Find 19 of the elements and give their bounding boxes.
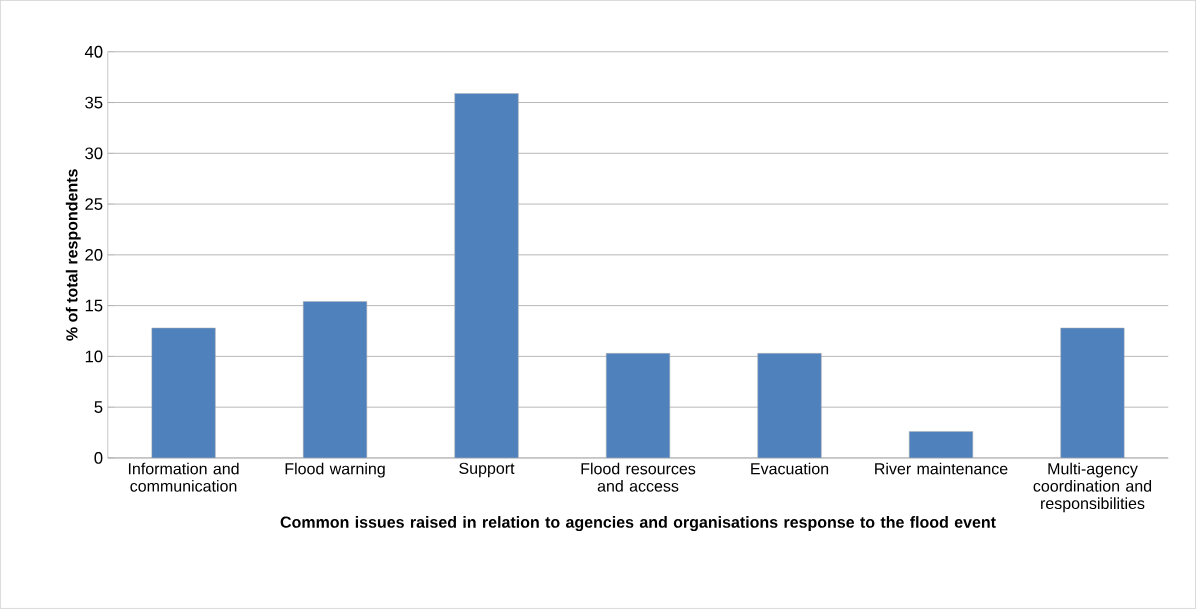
x-tick-label: River maintenance [875,462,1008,475]
y-tick-label: 15 [85,299,103,312]
y-axis-title: % of total respondents [65,169,81,341]
x-tick-label: Evacuation [751,462,829,475]
y-tick-label: 25 [85,198,103,211]
x-axis-title: Common issues raised in relation to agencies and organisations response to the flood event [280,516,996,532]
x-tick-label: Support [459,462,515,478]
x-tick-label: Multi-agency coordination and responsibilities [1033,462,1152,513]
x-tick-label: Flood resources and access [581,462,696,492]
y-tick-label: 40 [84,45,103,58]
y-tick-label: 0 [94,452,103,464]
x-tick-label: Flood warning [285,462,385,478]
y-tick-label: 35 [85,96,103,109]
y-tick-label: 10 [85,350,103,363]
x-tick-label: Information and communication [128,462,239,492]
y-tick-label: 30 [85,147,103,160]
y-tick-label: 20 [85,249,103,261]
bar [908,431,974,459]
y-tick-label: 5 [94,401,103,414]
